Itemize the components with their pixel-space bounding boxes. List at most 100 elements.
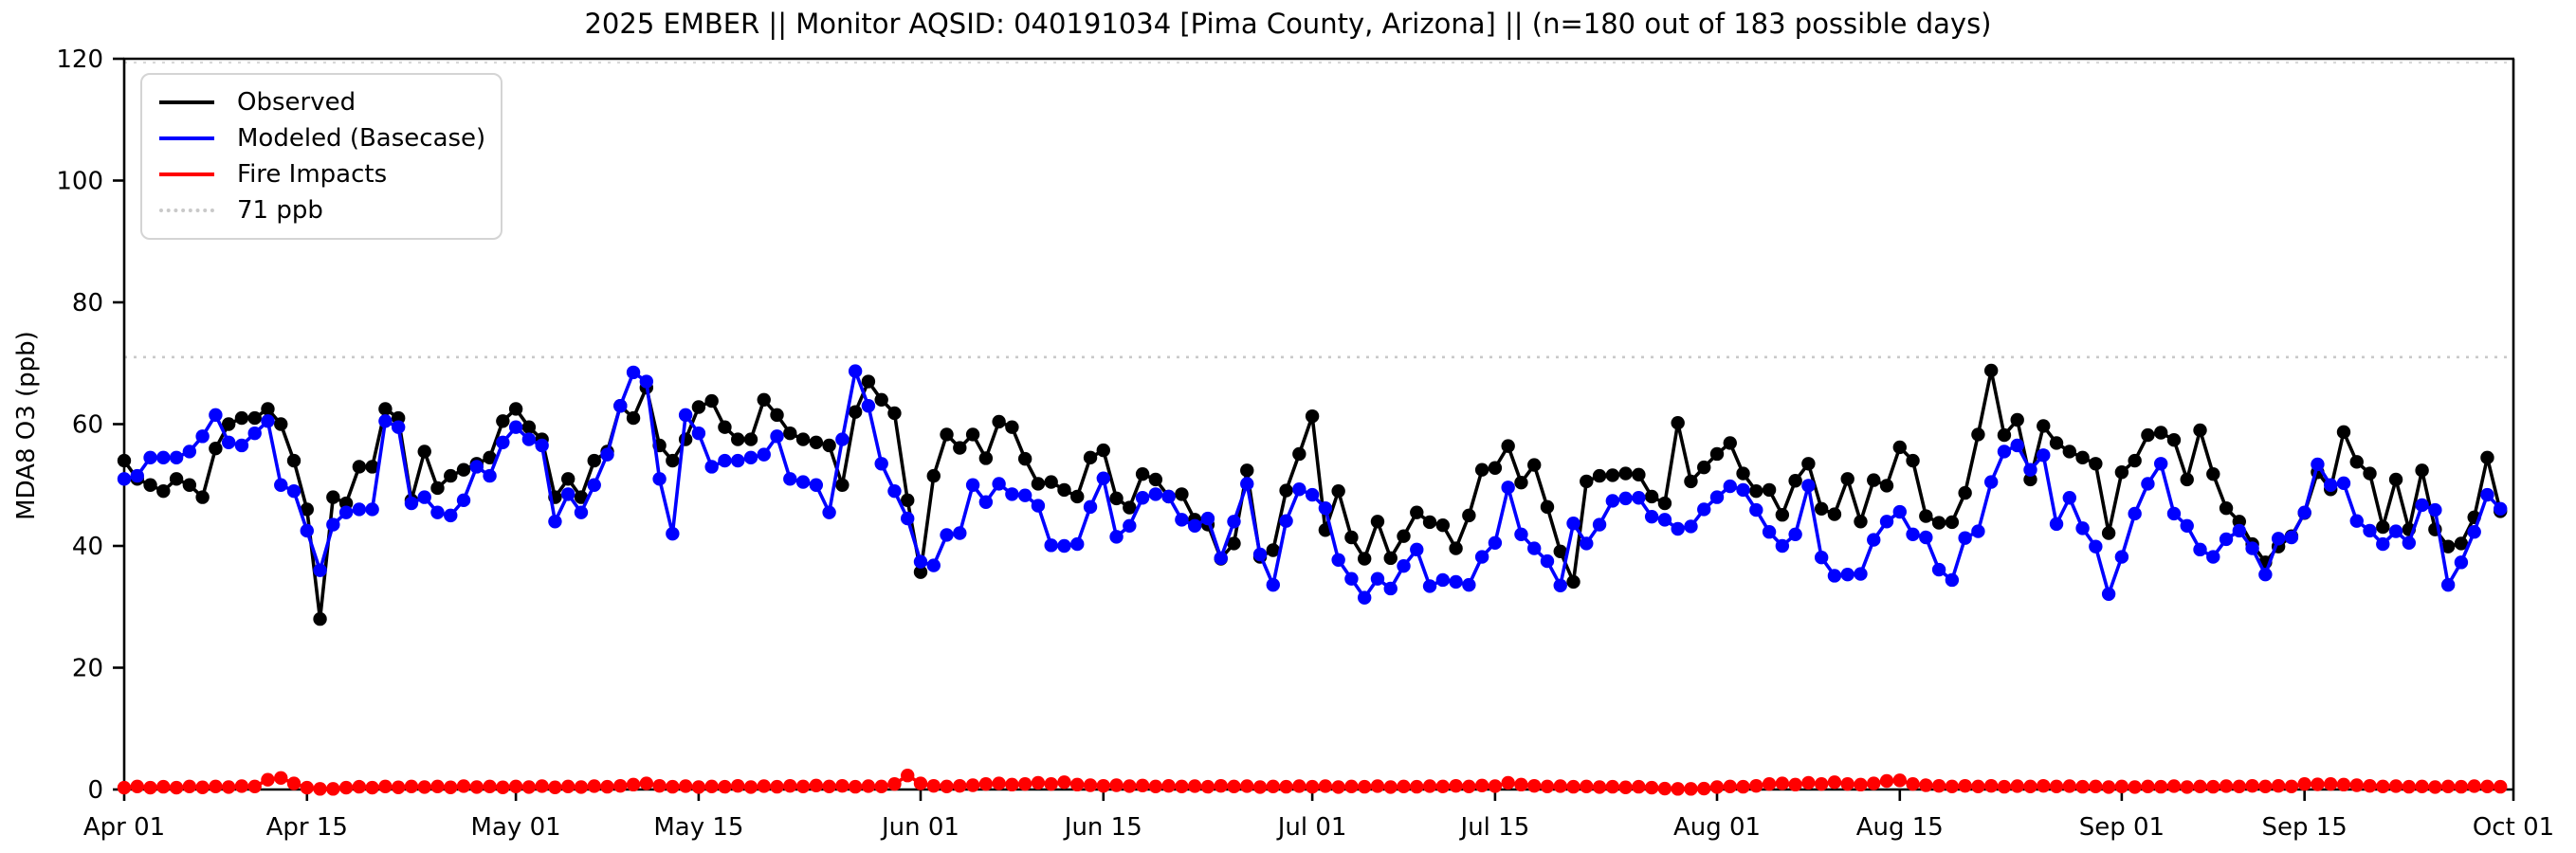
fire-impacts-point (992, 776, 1006, 790)
fire-impacts-point (1592, 780, 1607, 794)
fire-impacts-point (1462, 779, 1476, 793)
observed-point (2128, 453, 2142, 468)
observed-point (1697, 460, 1711, 475)
modeled-basecase-point (404, 496, 419, 511)
modeled-basecase-point (338, 505, 354, 519)
y-tick-label: 0 (87, 776, 103, 805)
observed-point (1462, 508, 1476, 523)
observed-point (795, 432, 811, 446)
fire-impacts-point (313, 782, 327, 796)
modeled-basecase-point (992, 477, 1006, 491)
fire-impacts-point (1252, 780, 1268, 794)
fire-impacts-point (117, 780, 132, 795)
fire-impacts-point (1971, 779, 1985, 793)
fire-impacts-point (221, 780, 236, 794)
fire-impacts-point (2440, 779, 2456, 793)
observed-point (1044, 475, 1058, 489)
observed-point (430, 481, 445, 496)
modeled-basecase-point (2023, 463, 2037, 477)
observed-point (2089, 457, 2103, 471)
threshold-line-swatch-icon (159, 209, 214, 212)
fire-impacts-point (2114, 779, 2129, 793)
modeled-basecase-point (1266, 577, 1281, 592)
fire-impacts-point (2428, 780, 2442, 794)
y-tick-label: 20 (72, 655, 103, 683)
observed-point (1383, 551, 1398, 566)
modeled-basecase-point (209, 408, 223, 423)
observed-markers (117, 363, 2508, 626)
observed-point (221, 417, 236, 431)
fire-impacts-point (1344, 779, 1359, 793)
fire-impacts-point (1449, 778, 1463, 793)
modeled-basecase-point (535, 438, 549, 453)
observed-point (1919, 509, 1933, 523)
fire-impacts-point (1605, 779, 1620, 794)
modeled-basecase-point (2153, 457, 2168, 471)
modeled-basecase-point (234, 438, 249, 453)
fire-impacts-point (391, 780, 406, 794)
modeled-basecase-point (2454, 555, 2469, 570)
fire-impacts-point (2245, 778, 2259, 793)
fire-impacts-point (1723, 779, 1737, 793)
observed-point (809, 435, 824, 449)
fire-impacts-point (1997, 779, 2012, 794)
observed-point (731, 432, 745, 446)
fire-impacts-point (456, 779, 471, 793)
observed-point (1997, 427, 2012, 443)
fire-impacts-point (2388, 779, 2403, 793)
observed-point (2141, 427, 2155, 443)
observed-point (770, 408, 784, 423)
modeled-basecase-point (1605, 494, 1620, 508)
modeled-basecase-point (2440, 577, 2456, 592)
observed-point (1945, 515, 1960, 530)
fire-impacts-point (666, 779, 680, 794)
observed-point (1814, 501, 1829, 517)
modeled-basecase-point (1527, 541, 1542, 555)
fire-impacts-point (1031, 775, 1046, 790)
legend-label-threshold: 71 ppb (237, 196, 323, 225)
x-tick-label: Apr 15 (266, 813, 348, 842)
fire-impacts-point (261, 772, 275, 787)
modeled-basecase-point (901, 511, 915, 526)
fire-impacts-point (1240, 779, 1254, 793)
fire-impacts-point (378, 779, 393, 793)
modeled-basecase-point (1827, 569, 1842, 583)
modeled-basecase-point (221, 435, 236, 449)
fire-impacts-point (1435, 779, 1451, 793)
observed-line-swatch-icon (159, 100, 214, 104)
fire-impacts-point (2454, 779, 2469, 794)
observed-point (1671, 416, 1685, 430)
fire-impacts-point (2258, 779, 2273, 793)
modeled-basecase-point (835, 432, 850, 446)
modeled-basecase-point (926, 558, 941, 572)
modeled-basecase-point (2089, 539, 2103, 554)
observed-point (483, 450, 497, 465)
modeled-basecase-point (2193, 542, 2207, 557)
fire-impacts-point (182, 779, 197, 793)
modeled-basecase-point (2415, 498, 2429, 513)
modeled-basecase-point (1854, 567, 1868, 581)
observed-point (1057, 482, 1071, 498)
observed-point (444, 468, 458, 483)
observed-point (1357, 552, 1372, 566)
observed-point (1657, 496, 1672, 511)
modeled-basecase-point (469, 460, 484, 474)
fire-impacts-point (417, 780, 431, 794)
modeled-basecase-point (1945, 572, 1960, 588)
observed-point (1031, 477, 1046, 491)
observed-point (2010, 412, 2024, 427)
modeled-basecase-point (1109, 530, 1124, 544)
observed-point (2454, 536, 2469, 551)
fire-impacts-point (1906, 777, 1920, 791)
observed-point (1958, 485, 1972, 500)
observed-point (2101, 526, 2116, 540)
fire-impacts-point (1148, 779, 1163, 793)
observed-point (1762, 482, 1777, 498)
modeled-basecase-point (1736, 482, 1750, 498)
observed-point (2114, 465, 2129, 480)
modeled-basecase-point (2311, 457, 2325, 472)
fire-impacts-point (626, 777, 641, 792)
observed-point (1279, 483, 1293, 498)
observed-point (1135, 466, 1150, 481)
